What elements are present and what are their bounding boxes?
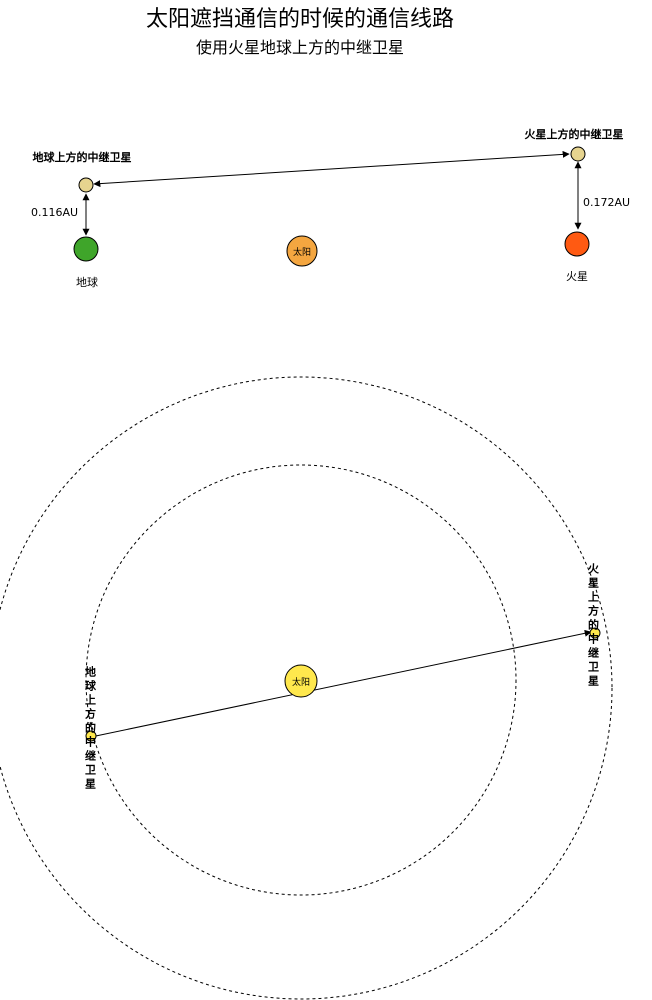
mars-relay-label: 火星上方的中继卫星 (525, 127, 624, 141)
mars-orbit (0, 376, 613, 1000)
page-title: 太阳遮挡通信的时候的通信线路 (146, 7, 454, 32)
page-subtitle: 使用火星地球上方的中继卫星 (196, 38, 404, 57)
sun-top-label: 太阳 (293, 246, 311, 258)
mars-distance-label: 0.172AU (583, 196, 630, 209)
sun-top (286, 235, 318, 267)
top-view: 地球上方的中继卫星 火星上方的中继卫星 0.116AU 0.172AU 太阳 地… (31, 127, 630, 289)
earth-distance-label: 0.116AU (31, 206, 78, 219)
mars-label: 火星 (566, 270, 588, 283)
orbit-view: 太阳 地球上方的中继卫星 火星上方的中继卫星 (0, 376, 613, 1000)
relay-link-top (93, 150, 570, 188)
earth-relay-label-orbit: 地球上方的中继卫星 (84, 665, 97, 792)
sun-orbit (284, 664, 318, 698)
earth-relay-satellite (78, 177, 94, 193)
earth-label: 地球 (76, 275, 98, 289)
mars-relay-satellite-orbit (589, 627, 601, 639)
relay-link-orbit (90, 629, 592, 738)
earth-relay-label: 地球上方的中继卫星 (33, 150, 132, 164)
sun-orbit-label: 太阳 (292, 676, 310, 688)
earth-planet (73, 236, 99, 262)
mars-relay-label-orbit: 火星上方的中继卫星 (587, 563, 600, 689)
mars-relay-satellite (570, 146, 586, 162)
earth-relay-satellite-orbit (85, 730, 97, 742)
mars-planet (564, 231, 590, 257)
earth-orbit (85, 464, 517, 896)
